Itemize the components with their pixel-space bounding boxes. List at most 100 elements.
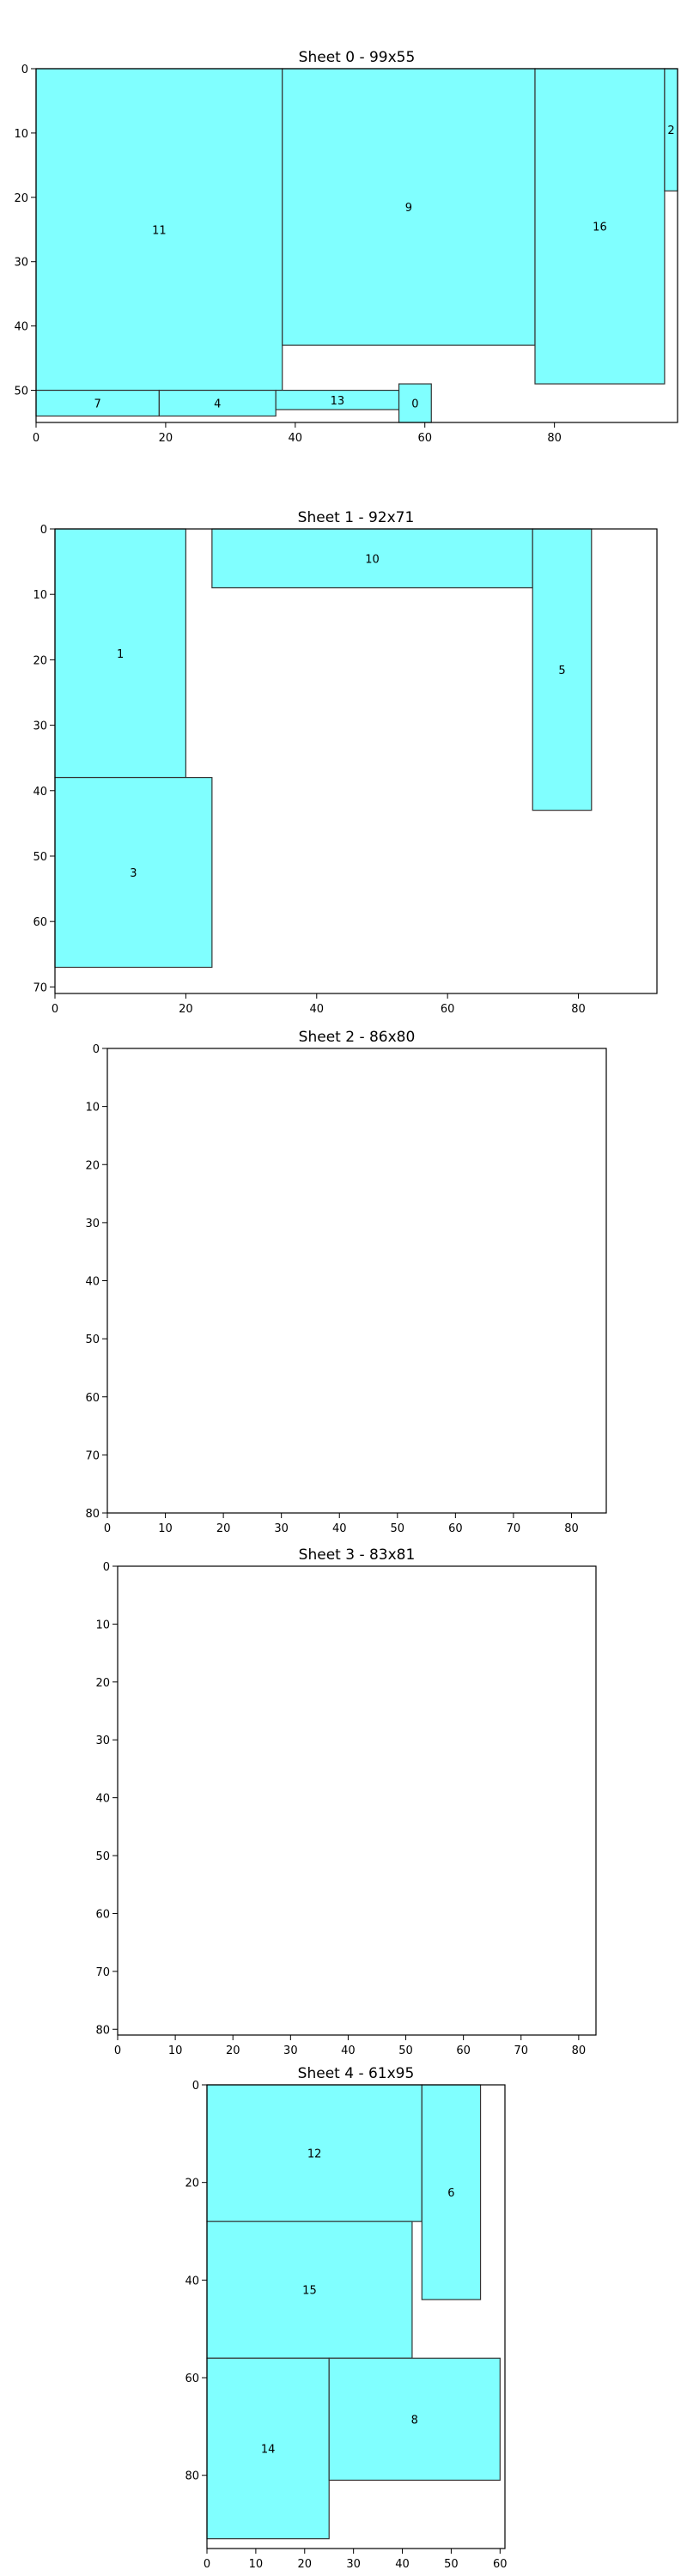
y-tick-label: 70 — [33, 981, 47, 994]
y-tick-label: 50 — [85, 1334, 100, 1346]
x-tick-label: 40 — [341, 2044, 356, 2057]
rect-label-1: 1 — [117, 648, 124, 661]
y-tick-label: 20 — [85, 1159, 100, 1172]
rect-label-11: 11 — [152, 224, 167, 237]
x-tick-label: 60 — [448, 1522, 463, 1535]
rect-label-15: 15 — [302, 2285, 317, 2298]
y-tick-label: 40 — [14, 321, 28, 334]
y-tick-label: 40 — [185, 2275, 199, 2287]
rect-label-10: 10 — [365, 553, 380, 566]
rect-label-8: 8 — [411, 2414, 418, 2427]
rect-label-4: 4 — [214, 398, 221, 411]
placed-rect-15 — [206, 2221, 413, 2359]
placed-rect-3 — [54, 776, 213, 969]
x-tick-label: 10 — [158, 1522, 173, 1535]
y-tick-label: 10 — [14, 128, 28, 141]
x-tick-label: 50 — [444, 2558, 459, 2571]
y-tick-label: 20 — [33, 654, 47, 667]
y-tick-label: 10 — [85, 1102, 100, 1115]
x-tick-label: 30 — [283, 2044, 298, 2057]
rect-label-6: 6 — [447, 2187, 454, 2200]
placed-rect-14 — [206, 2357, 330, 2540]
y-tick-label: 60 — [185, 2372, 199, 2385]
y-tick-label: 0 — [40, 524, 47, 537]
rect-label-5: 5 — [558, 665, 565, 677]
sheet-panel-0: Sheet 0 - 99x55 11 9 16 2 7 4 13 0 0 20 40 60 80 0 10 20… — [14, 49, 678, 445]
y-tick-label: 30 — [85, 1218, 100, 1230]
y-tick-label: 0 — [21, 64, 28, 76]
placed-rect-4 — [158, 389, 277, 417]
y-tick-label: 50 — [14, 386, 28, 398]
x-tick-label: 0 — [204, 2558, 210, 2571]
sheet-title: Sheet 0 - 99x55 — [299, 49, 416, 66]
rect-label-9: 9 — [405, 202, 412, 215]
x-tick-label: 20 — [179, 1003, 193, 1016]
x-tick-label: 40 — [289, 432, 303, 445]
y-tick-label: 30 — [95, 1735, 110, 1747]
y-tick-label: 80 — [185, 2470, 199, 2483]
placed-rect-1 — [54, 528, 186, 779]
x-tick-label: 60 — [493, 2558, 508, 2571]
y-tick-label: 50 — [33, 851, 47, 864]
placed-rect-8 — [328, 2357, 501, 2482]
x-tick-label: 40 — [310, 1003, 325, 1016]
x-tick-label: 80 — [547, 432, 562, 445]
y-tick-label: 40 — [95, 1793, 110, 1806]
sheet-title: Sheet 1 - 92x71 — [298, 509, 415, 526]
placed-rect-5 — [532, 528, 593, 811]
sheet-title: Sheet 2 - 86x80 — [299, 1029, 416, 1046]
y-tick-label: 80 — [95, 2024, 110, 2037]
y-tick-label: 40 — [33, 786, 47, 799]
x-tick-label: 0 — [52, 1003, 58, 1016]
x-tick-label: 30 — [346, 2558, 361, 2571]
y-tick-label: 30 — [33, 720, 47, 733]
y-tick-label: 60 — [85, 1392, 100, 1405]
x-tick-label: 10 — [168, 2044, 183, 2057]
y-tick-label: 50 — [95, 1850, 110, 1863]
y-tick-label: 0 — [103, 1561, 110, 1574]
y-tick-label: 30 — [14, 257, 28, 270]
axes-frame — [35, 68, 678, 423]
placed-rect-12 — [206, 2084, 423, 2222]
sheet-title: Sheet 4 - 61x95 — [298, 2065, 415, 2082]
placed-rect-0 — [398, 383, 432, 423]
y-tick-label: 20 — [14, 192, 28, 205]
x-tick-label: 20 — [226, 2044, 240, 2057]
x-tick-label: 60 — [417, 432, 432, 445]
y-tick-label: 20 — [185, 2178, 199, 2190]
y-tick-label: 0 — [192, 2080, 199, 2093]
x-tick-label: 60 — [441, 1003, 455, 1016]
rect-label-16: 16 — [593, 222, 607, 234]
x-tick-label: 70 — [514, 2044, 528, 2057]
x-tick-label: 0 — [104, 1522, 111, 1535]
sheet-panel-3: Sheet 3 - 83x81 0 10 20 30 40 50 60 70 80 0 10 20 30 4… — [95, 1546, 597, 2057]
axes-frame — [117, 1565, 597, 2036]
rect-label-13: 13 — [331, 395, 345, 408]
x-tick-label: 40 — [332, 1522, 347, 1535]
y-tick-label: 60 — [95, 1908, 110, 1921]
axes-frame — [206, 2084, 506, 2549]
rect-label-12: 12 — [307, 2148, 322, 2161]
placed-rect-9 — [282, 68, 536, 346]
y-tick-label: 70 — [85, 1449, 100, 1462]
placed-rect-10 — [211, 528, 533, 589]
y-tick-label: 40 — [85, 1276, 100, 1289]
x-tick-label: 0 — [114, 2044, 121, 2057]
y-tick-label: 80 — [85, 1508, 100, 1521]
x-tick-label: 20 — [297, 2558, 312, 2571]
rect-label-3: 3 — [130, 867, 137, 880]
axes-frame — [54, 528, 658, 994]
placed-rect-6 — [421, 2084, 482, 2300]
y-tick-label: 20 — [95, 1677, 110, 1690]
rect-label-2: 2 — [667, 125, 674, 137]
x-tick-label: 50 — [391, 1522, 405, 1535]
x-tick-label: 30 — [274, 1522, 289, 1535]
x-tick-label: 40 — [395, 2558, 410, 2571]
rect-label-0: 0 — [411, 398, 418, 411]
x-tick-label: 80 — [571, 1003, 586, 1016]
y-tick-label: 10 — [33, 589, 47, 602]
x-tick-label: 80 — [564, 1522, 579, 1535]
